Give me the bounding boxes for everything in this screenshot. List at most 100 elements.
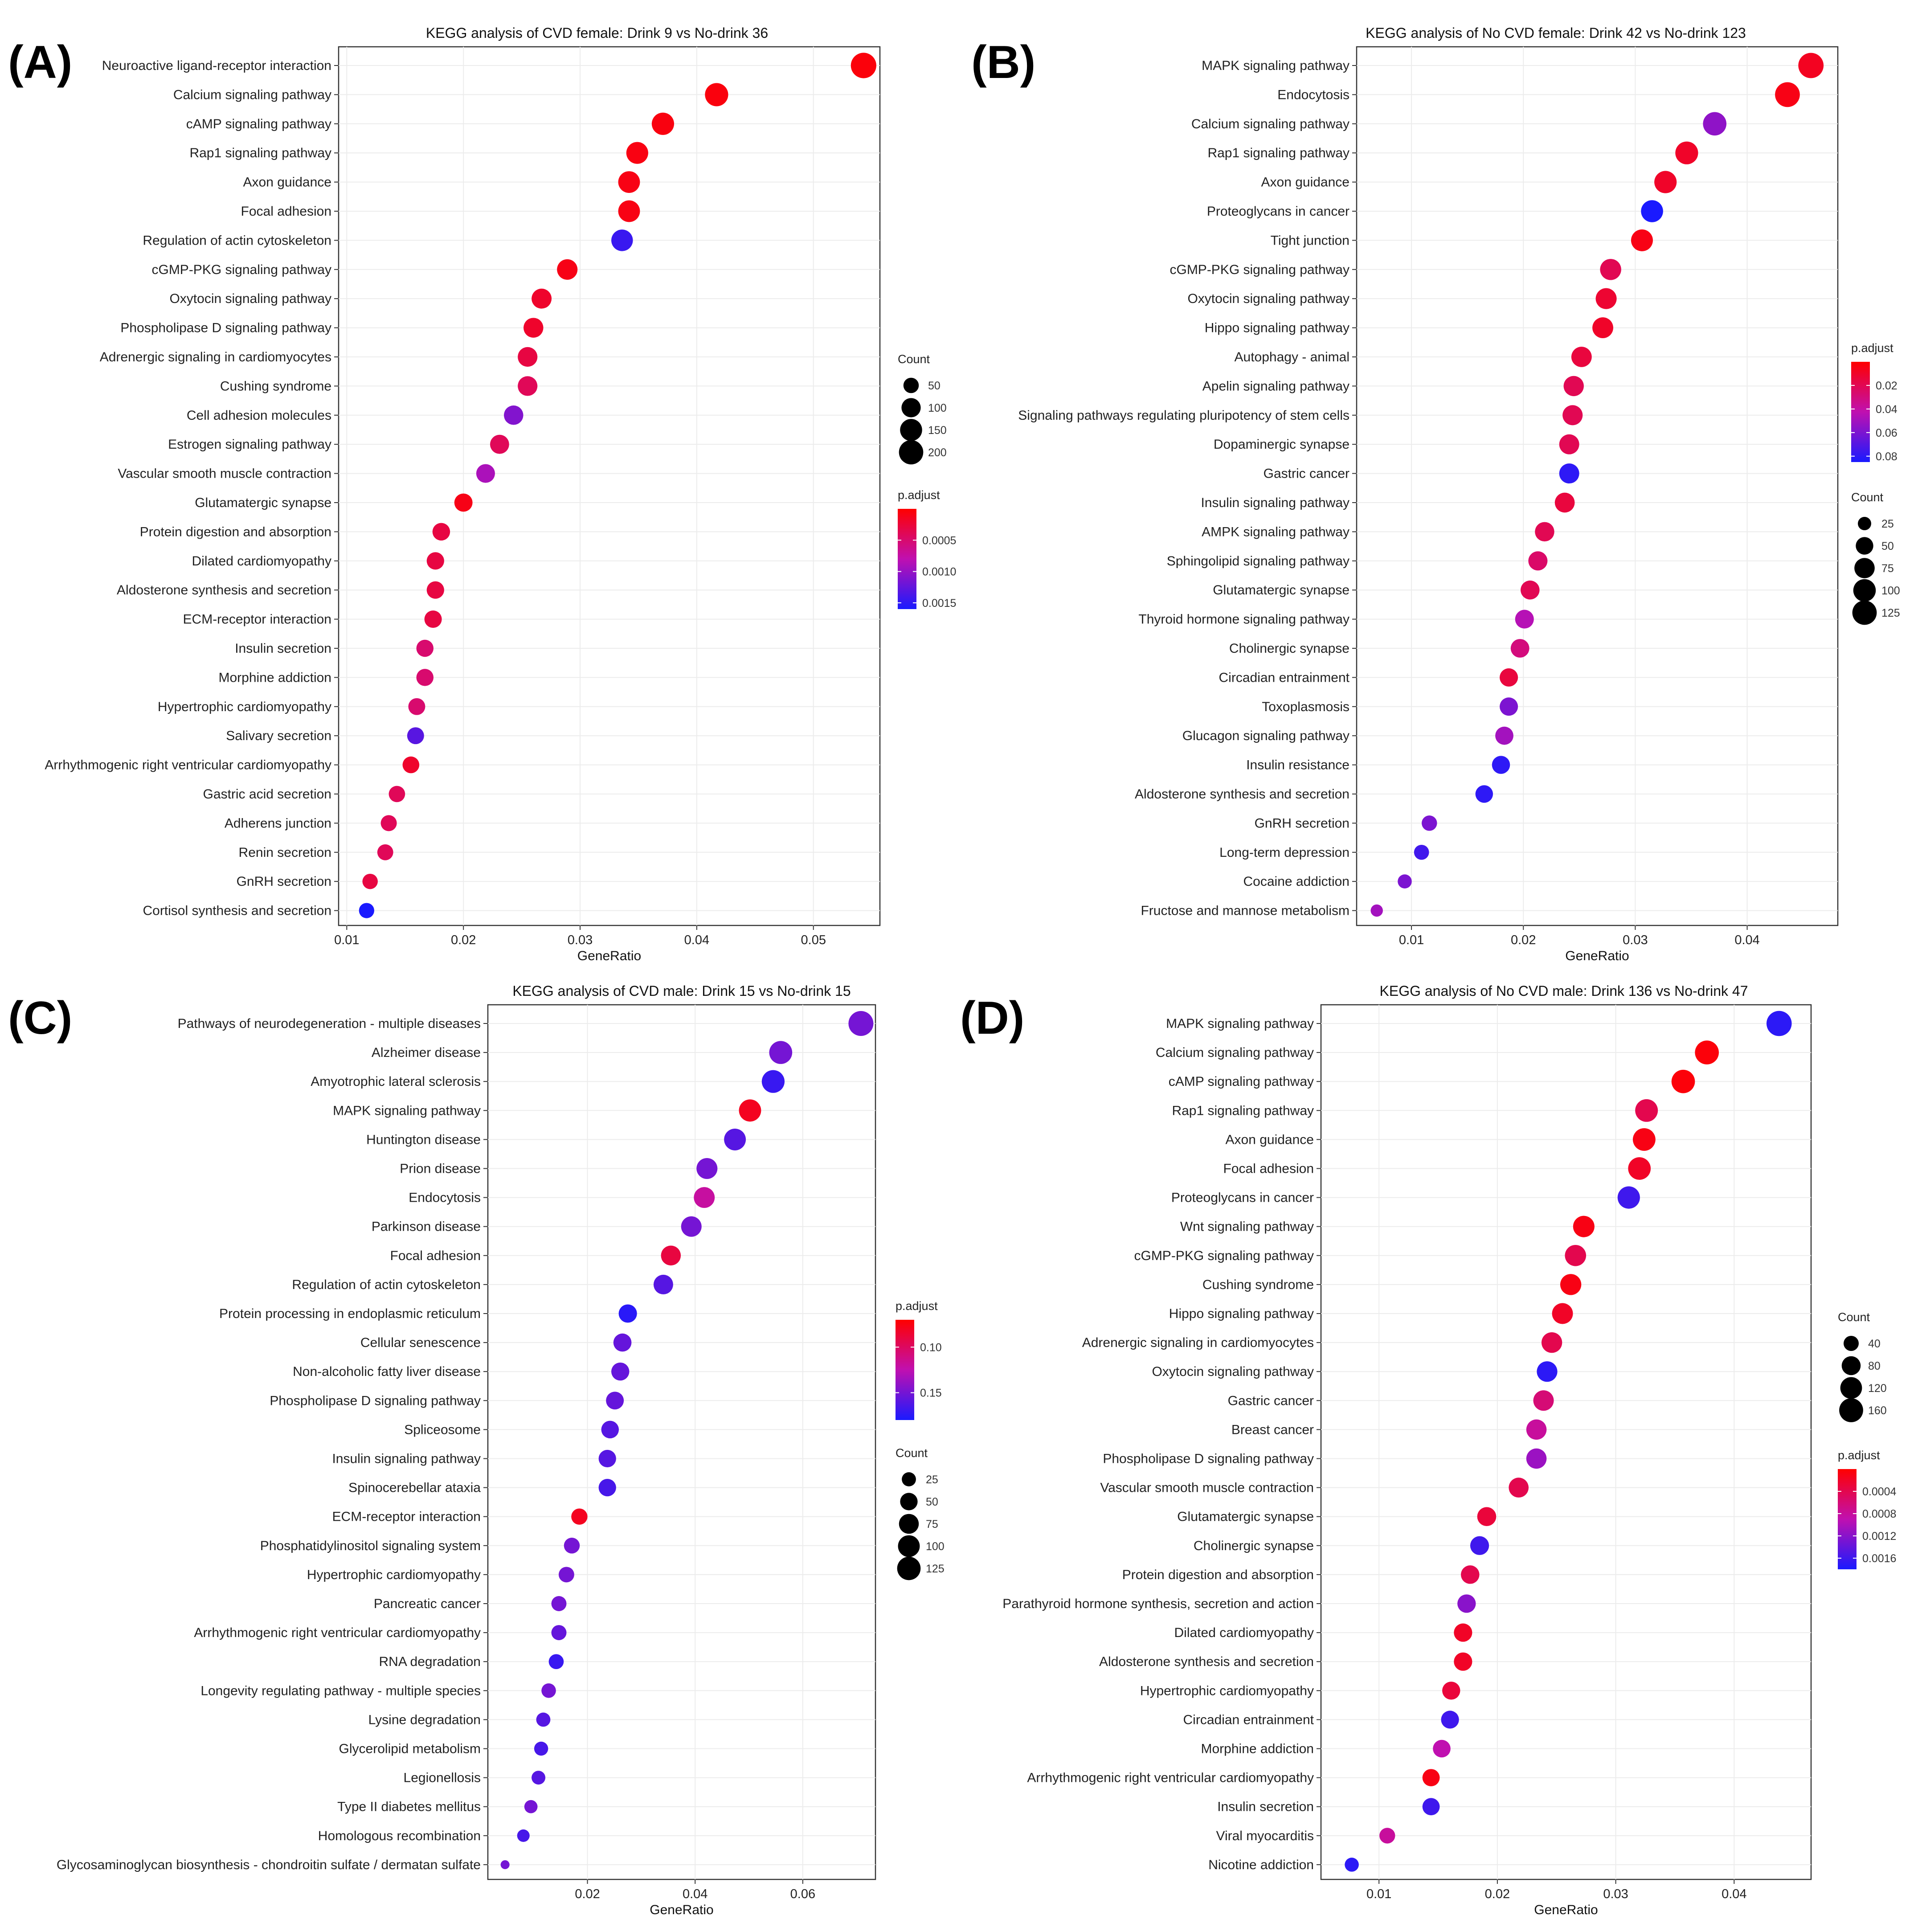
y-tick-label: Renin secretion xyxy=(239,845,331,860)
y-tick-label: Type II diabetes mellitus xyxy=(337,1800,481,1814)
y-tick-label: Phospholipase D signaling pathway xyxy=(120,321,331,336)
data-point xyxy=(1635,1099,1658,1122)
y-tick-label: cAMP signaling pathway xyxy=(1169,1074,1314,1089)
y-tick-label: Wnt signaling pathway xyxy=(1180,1220,1314,1234)
data-point xyxy=(1563,376,1584,397)
size-legend-label: 150 xyxy=(928,424,947,437)
color-legend-label: 0.04 xyxy=(1876,403,1897,416)
y-tick-label: Toxoplasmosis xyxy=(1262,700,1349,714)
data-point xyxy=(651,112,675,135)
x-tick-label: 0.04 xyxy=(1734,933,1759,947)
y-tick-label: Salivary secretion xyxy=(226,729,331,743)
legend: Count 50 100 150 200 p.adjust 0.0005 0.0010 0.00… xyxy=(898,352,956,610)
y-tick-label: Prion disease xyxy=(400,1162,481,1176)
size-legend-label: 100 xyxy=(1881,585,1900,597)
x-tick-label: 0.02 xyxy=(1485,1887,1510,1901)
panel-label: (D) xyxy=(960,992,1024,1044)
data-point xyxy=(557,259,578,280)
y-tick-label: Cholinergic synapse xyxy=(1194,1539,1314,1553)
y-tick-label: Calcium signaling pathway xyxy=(1191,117,1349,131)
y-tick-label: Gastric acid secretion xyxy=(203,787,331,802)
data-point xyxy=(1560,1274,1582,1295)
data-point xyxy=(377,844,393,860)
data-point xyxy=(1775,82,1800,107)
y-tick-label: Hypertrophic cardiomyopathy xyxy=(307,1568,481,1582)
y-tick-label: Calcium signaling pathway xyxy=(1156,1045,1314,1060)
y-tick-label: Gastric cancer xyxy=(1264,467,1349,481)
y-tick-label: cGMP-PKG signaling pathway xyxy=(1170,262,1349,277)
data-point xyxy=(426,552,444,570)
chart-title: KEGG analysis of No CVD male: Drink 136 … xyxy=(1380,983,1748,999)
data-point xyxy=(761,1070,785,1093)
y-tick-label: Proteoglycans in cancer xyxy=(1171,1191,1314,1205)
y-tick-label: Tight junction xyxy=(1271,233,1349,248)
y-tick-label: Fructose and mannose metabolism xyxy=(1141,904,1349,918)
y-tick-label: Endocytosis xyxy=(1277,87,1349,102)
data-point xyxy=(1492,756,1510,774)
size-legend-title: Count xyxy=(1851,491,1884,504)
y-tick-label: Phospholipase D signaling pathway xyxy=(1103,1452,1314,1466)
y-tick-label: Breast cancer xyxy=(1231,1422,1314,1437)
y-tick-label: Rap1 signaling pathway xyxy=(1207,146,1349,160)
y-tick-label: Morphine addiction xyxy=(1201,1742,1314,1756)
data-point xyxy=(426,581,444,599)
color-legend-bar xyxy=(896,1320,914,1420)
data-point xyxy=(504,405,523,425)
size-legend-key xyxy=(899,440,924,465)
y-tick-label: MAPK signaling pathway xyxy=(1202,58,1349,73)
data-point xyxy=(500,1860,510,1869)
data-point xyxy=(1766,1011,1792,1036)
size-legend-label: 75 xyxy=(926,1518,938,1531)
y-tick-label: Non-alcoholic fatty liver disease xyxy=(293,1364,481,1379)
y-tick-label: Spliceosome xyxy=(404,1422,481,1437)
data-point xyxy=(424,610,442,628)
size-legend-label: 25 xyxy=(926,1474,938,1486)
color-legend-label: 0.06 xyxy=(1876,427,1897,439)
y-tick-label: Protein digestion and absorption xyxy=(1122,1568,1314,1582)
y-tick-label: Cholinergic synapse xyxy=(1229,641,1349,656)
data-point xyxy=(1379,1828,1395,1844)
data-point xyxy=(1470,1536,1489,1555)
y-tick-label: Aldosterone synthesis and secretion xyxy=(1135,787,1349,802)
y-tick-label: Glutamatergic synapse xyxy=(1213,583,1349,598)
y-tick-label: Autophagy - animal xyxy=(1235,350,1350,364)
size-legend-label: 25 xyxy=(1881,518,1894,530)
size-legend-key xyxy=(1839,1398,1863,1422)
y-tick-label: Dilated cardiomyopathy xyxy=(192,554,332,569)
y-tick-label: Gastric cancer xyxy=(1228,1393,1314,1408)
data-point xyxy=(1535,522,1554,542)
data-point xyxy=(402,756,420,774)
color-legend-label: 0.0010 xyxy=(922,566,956,578)
size-legend-key xyxy=(1841,1356,1861,1375)
color-legend-label: 0.0008 xyxy=(1862,1508,1896,1520)
x-tick-label: 0.05 xyxy=(801,933,826,947)
y-tick-label: Dopaminergic synapse xyxy=(1214,437,1349,452)
data-point xyxy=(359,903,374,918)
size-legend-label: 100 xyxy=(926,1540,945,1553)
data-point xyxy=(1559,434,1579,454)
x-tick-label: 0.01 xyxy=(334,933,359,947)
data-point xyxy=(611,1362,630,1381)
y-tick-label: Hypertrophic cardiomyopathy xyxy=(1140,1683,1314,1698)
x-tick-label: 0.03 xyxy=(1623,933,1648,947)
data-point xyxy=(1571,347,1592,367)
data-point xyxy=(1671,1069,1695,1093)
data-point xyxy=(1442,1682,1460,1700)
y-tick-label: Axon guidance xyxy=(243,175,332,190)
data-point xyxy=(532,288,552,309)
data-point xyxy=(769,1041,793,1064)
y-tick-label: Cushing syndrome xyxy=(220,379,331,393)
y-tick-label: MAPK signaling pathway xyxy=(1166,1016,1314,1031)
chart-title: KEGG analysis of CVD female: Drink 9 vs … xyxy=(426,25,768,41)
y-tick-label: Huntington disease xyxy=(366,1132,481,1147)
data-point xyxy=(1457,1594,1476,1613)
size-legend-key xyxy=(901,398,921,418)
data-point xyxy=(1515,610,1534,629)
color-legend-label: 0.08 xyxy=(1876,450,1897,463)
panel-label: (A) xyxy=(8,37,72,88)
y-tick-label: Focal adhesion xyxy=(390,1248,481,1263)
data-point xyxy=(1533,1390,1554,1411)
y-tick-label: Sphingolipid signaling pathway xyxy=(1167,554,1349,569)
x-tick-label: 0.04 xyxy=(684,933,709,947)
